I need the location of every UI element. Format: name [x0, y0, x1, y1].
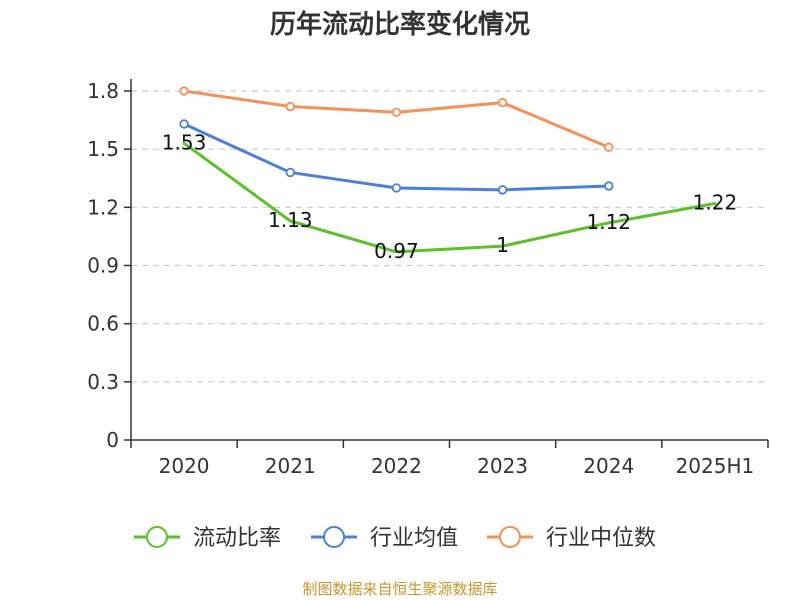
legend: 流动比率 行业均值 行业中位数	[134, 526, 656, 551]
series-point-1	[179, 119, 189, 129]
x-tick-label: 2024	[583, 454, 634, 478]
x-tick-label: 2022	[371, 454, 422, 478]
legend-label: 行业中位数	[546, 526, 656, 551]
legend-swatch-marker	[146, 526, 168, 548]
x-tick-label: 2020	[159, 454, 210, 478]
legend-swatch-marker	[323, 526, 345, 548]
x-tick-label: 2021	[265, 454, 316, 478]
series-line-2	[182, 89, 611, 149]
legend-label: 行业均值	[370, 526, 458, 551]
legend-swatch-marker	[499, 526, 521, 548]
y-tick-label: 0.6	[87, 312, 119, 336]
series-point-1	[497, 185, 508, 195]
grid-lines	[131, 90, 768, 383]
data-label: 1	[496, 233, 509, 257]
series-lines	[179, 86, 717, 254]
data-label: 1.22	[693, 190, 738, 214]
series-point-1	[285, 167, 295, 178]
y-tick-label: 0	[106, 428, 119, 452]
data-label: 1.13	[268, 208, 313, 232]
series-point-2	[391, 107, 402, 118]
legend-label: 流动比率	[193, 526, 281, 551]
data-label: 1.12	[586, 210, 631, 234]
series-line-0	[182, 141, 717, 254]
x-tick-label: 2025H1	[676, 454, 755, 478]
series-point-2	[285, 101, 295, 112]
series-point-1	[391, 183, 402, 193]
chart-title: 历年流动比率变化情况	[269, 10, 530, 40]
series-line-1	[182, 122, 611, 192]
data-source-note: 制图数据来自恒生聚源数据库	[302, 580, 498, 598]
series-point-2	[497, 97, 508, 108]
data-label: 1.53	[162, 130, 207, 154]
x-tick-label: 2023	[477, 454, 528, 478]
data-labels: 1.53 1.13 0.97 1 1.12 1.22	[162, 130, 737, 263]
data-label: 0.97	[374, 239, 419, 263]
series-point-1	[604, 181, 614, 191]
axes: 0 0.3 0.6 0.9 1.2 1.5 1.8 2020 2021 2022 2023 2024 2…	[87, 79, 769, 478]
series-point-2	[179, 86, 189, 96]
y-tick-label: 0.9	[87, 254, 119, 278]
y-tick-label: 1.8	[87, 79, 119, 103]
y-tick-label: 1.5	[87, 137, 119, 161]
y-tick-label: 0.3	[87, 370, 119, 394]
series-point-2	[604, 142, 614, 152]
y-tick-label: 1.2	[87, 195, 119, 219]
